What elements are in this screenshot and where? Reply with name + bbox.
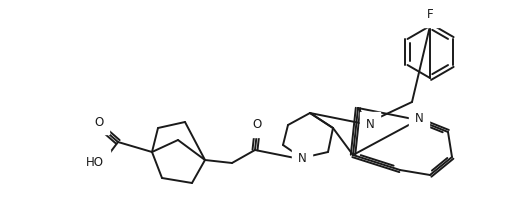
- Text: HO: HO: [86, 155, 104, 168]
- Text: N: N: [297, 153, 306, 166]
- Text: O: O: [94, 116, 103, 129]
- Text: N: N: [415, 112, 423, 125]
- Text: F: F: [426, 9, 433, 22]
- Text: N: N: [366, 118, 374, 131]
- Text: O: O: [252, 118, 262, 131]
